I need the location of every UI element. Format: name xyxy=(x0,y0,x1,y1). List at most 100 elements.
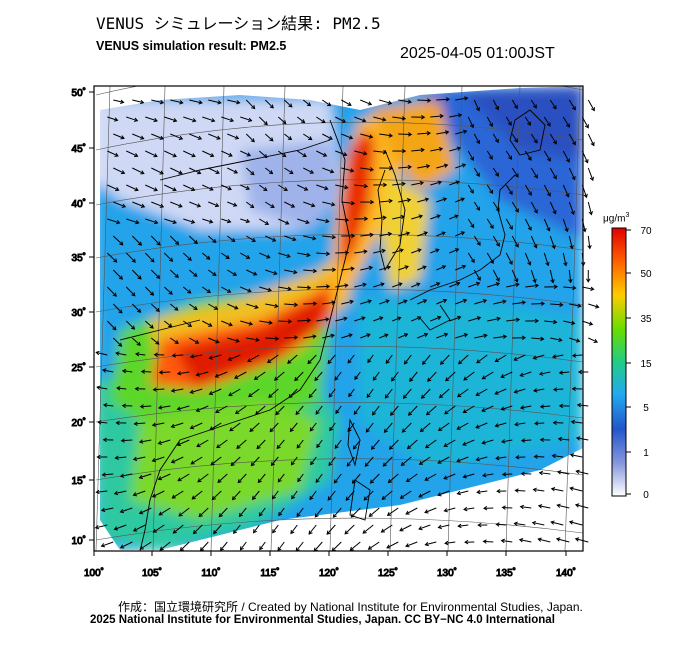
wind-arrow xyxy=(164,184,177,192)
wind-arrow xyxy=(408,405,418,416)
wind-arrow xyxy=(455,129,468,135)
wind-arrow xyxy=(543,218,551,232)
wind-arrow xyxy=(379,165,394,171)
wind-arrow xyxy=(131,303,142,313)
wind-arrow xyxy=(562,116,570,128)
wind-arrow xyxy=(384,388,393,399)
wind-arrow xyxy=(418,524,431,531)
wind-arrow xyxy=(525,318,540,324)
wind-arrow xyxy=(139,541,152,550)
wind-arrow xyxy=(379,265,392,271)
wind-arrow xyxy=(245,201,255,209)
wind-arrow xyxy=(227,337,240,343)
wind-arrow xyxy=(112,303,123,314)
wind-arrow xyxy=(505,184,513,195)
wind-arrow xyxy=(473,201,481,211)
wind-arrow xyxy=(240,184,251,190)
wind-arrow xyxy=(131,337,141,346)
wind-arrow xyxy=(367,541,380,550)
wind-arrow xyxy=(549,235,556,250)
wind-arrow xyxy=(176,405,190,411)
wind-arrow xyxy=(418,490,431,498)
wind-arrow xyxy=(246,269,258,276)
wind-arrow xyxy=(245,133,255,143)
lat-tick-label: 35˚ xyxy=(72,252,86,264)
wind-arrow xyxy=(417,332,429,339)
wind-arrow xyxy=(405,541,418,548)
wind-arrow xyxy=(417,131,432,136)
lon-tick-label: 130˚ xyxy=(437,567,457,579)
wind-arrow xyxy=(487,282,501,288)
wind-arrow xyxy=(473,99,480,112)
wind-arrow xyxy=(363,490,374,501)
wind-arrow xyxy=(481,405,494,412)
wind-arrow xyxy=(360,265,374,271)
wind-arrow xyxy=(169,303,179,311)
wind-arrow xyxy=(268,388,279,398)
title-japanese: VENUS シミュレーション結果: PM2.5 xyxy=(96,14,381,33)
wind-arrow xyxy=(449,146,462,152)
wind-arrow xyxy=(436,130,450,135)
wind-arrow xyxy=(169,235,180,246)
wind-arrow xyxy=(113,167,126,175)
wind-arrow xyxy=(315,405,323,415)
wind-arrow xyxy=(145,184,158,192)
wind-arrow xyxy=(419,422,431,433)
wind-arrow xyxy=(373,182,388,188)
wind-arrow xyxy=(246,337,260,342)
wind-arrow xyxy=(210,456,222,466)
wind-arrow xyxy=(371,405,380,416)
wind-arrow xyxy=(379,299,390,305)
map-frame xyxy=(93,85,584,552)
wind-arrow xyxy=(237,473,247,484)
wind-arrow xyxy=(227,201,238,207)
wind-arrow xyxy=(518,538,532,543)
wind-arrow xyxy=(539,437,551,443)
wind-arrow xyxy=(219,541,228,552)
wind-arrow xyxy=(369,473,380,484)
wind-arrow xyxy=(209,422,222,431)
wind-arrow xyxy=(362,524,374,534)
wind-arrow xyxy=(455,231,466,237)
wind-arrow xyxy=(265,269,278,276)
wind-arrow xyxy=(302,99,312,107)
wind-arrow xyxy=(568,201,575,216)
wind-arrow xyxy=(303,201,316,208)
wind-arrow xyxy=(388,439,399,450)
wind-arrow xyxy=(303,167,315,174)
credit-line: 作成：国立環境研究所 / Created by National Institu… xyxy=(118,600,583,614)
wind-arrow xyxy=(284,235,297,242)
wind-arrow xyxy=(332,507,342,518)
wind-arrow xyxy=(126,116,139,122)
wind-arrow xyxy=(236,439,247,449)
wind-arrow xyxy=(157,405,171,410)
wind-arrow xyxy=(208,133,221,140)
wind-arrow xyxy=(443,439,456,447)
wind-arrow xyxy=(398,132,413,137)
wind-arrow xyxy=(354,216,369,222)
wind-arrow xyxy=(390,405,399,416)
wind-arrow xyxy=(530,133,538,144)
wind-arrow xyxy=(297,318,312,323)
wind-arrow xyxy=(231,490,241,501)
wind-arrow xyxy=(208,303,219,310)
wind-arrow xyxy=(425,439,437,449)
wind-arrow xyxy=(182,252,192,261)
wind-arrow xyxy=(354,116,367,123)
wind-arrow xyxy=(94,524,108,530)
wind-arrow xyxy=(101,472,114,477)
wind-arrow xyxy=(354,371,361,381)
wind-arrow xyxy=(170,133,184,140)
wind-arrow xyxy=(335,184,349,190)
wind-arrow xyxy=(360,333,371,339)
wind-arrow xyxy=(95,350,108,356)
wind-arrow xyxy=(493,334,508,339)
wind-arrow xyxy=(151,456,165,463)
wind-arrow xyxy=(347,354,355,364)
wind-arrow xyxy=(405,473,418,483)
wind-arrow xyxy=(569,453,583,458)
timestamp: 2025-04-05 01:00JST xyxy=(400,45,555,62)
wind-arrow xyxy=(126,218,140,225)
wind-arrow xyxy=(514,422,526,427)
wind-arrow xyxy=(169,269,179,279)
